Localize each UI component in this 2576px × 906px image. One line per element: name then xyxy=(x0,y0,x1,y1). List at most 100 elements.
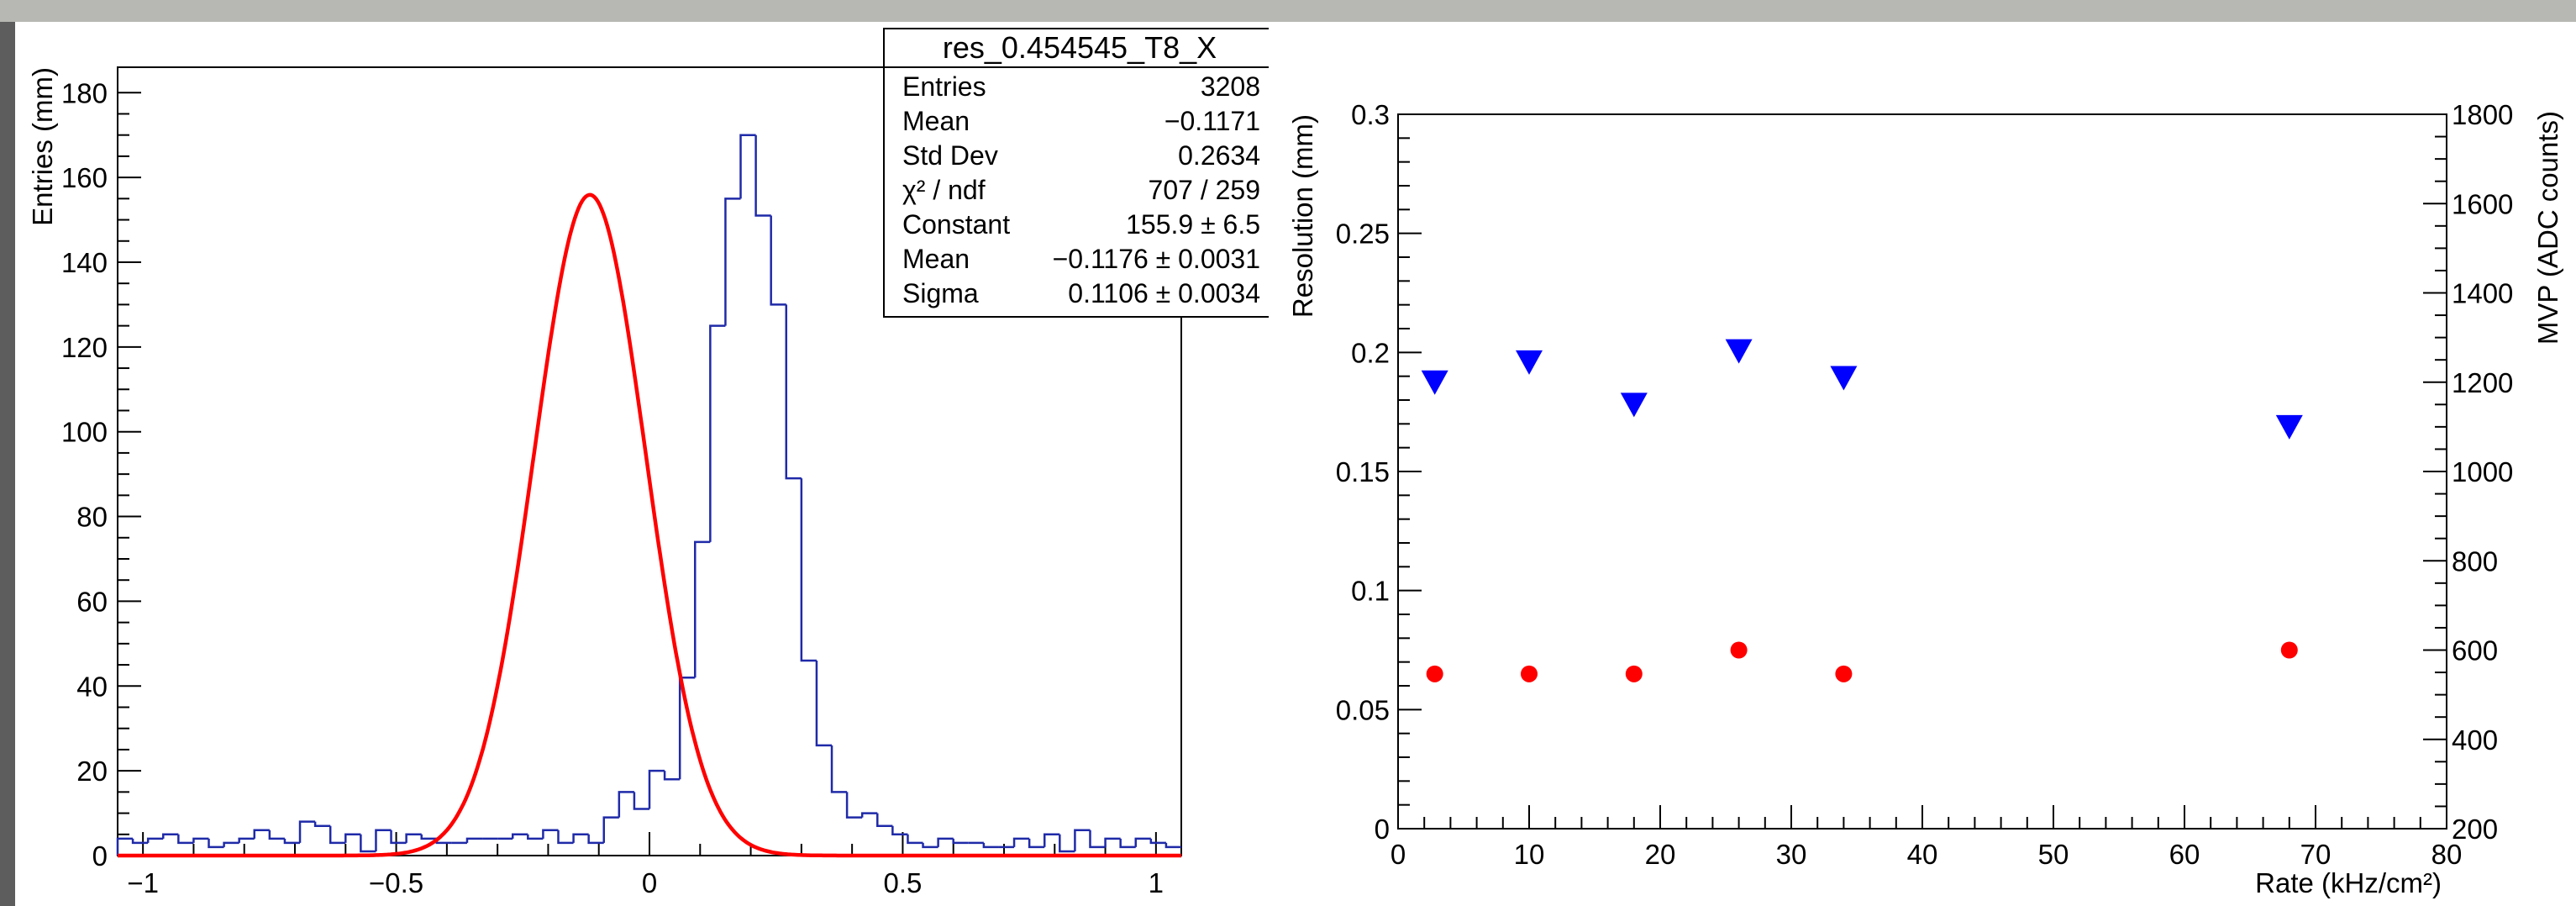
mvp-point xyxy=(1620,392,1648,418)
histogram-bin xyxy=(785,304,802,480)
x-tick-label: −0.5 xyxy=(369,867,423,898)
y-tick-label: 0 xyxy=(92,840,108,872)
histogram-bin xyxy=(587,834,604,845)
mvp-point xyxy=(1421,370,1448,395)
histogram-bin xyxy=(1074,829,1091,851)
x-tick-label: 50 xyxy=(2038,839,2069,870)
stats-row-value: −0.1171 xyxy=(1164,106,1260,136)
stats-row-value: 707 / 259 xyxy=(1149,175,1260,205)
y-tick-label: 180 xyxy=(61,77,108,108)
histogram-bin xyxy=(694,540,711,678)
right-y-tick-label: 1400 xyxy=(2452,278,2513,309)
histogram-bin xyxy=(845,792,863,819)
stats-row-label: Std Dev xyxy=(902,140,998,171)
histogram-bin xyxy=(709,324,726,542)
x-tick-label: 70 xyxy=(2300,839,2332,870)
x-tick-label: 30 xyxy=(1776,839,1807,870)
x-tick-label: 0 xyxy=(642,867,657,898)
x-tick-label: 80 xyxy=(2431,839,2463,870)
y-tick-label: 20 xyxy=(76,756,108,787)
left-y-tick-label: 0.2 xyxy=(1351,337,1390,368)
histogram-bin xyxy=(465,837,483,843)
histogram-bin xyxy=(922,842,938,849)
resolution-point xyxy=(1835,665,1853,682)
histogram-bin xyxy=(572,833,589,843)
y-tick-label: 100 xyxy=(61,417,108,448)
stats-row-label: Mean xyxy=(902,244,970,274)
stats-row-value: 155.9 ± 6.5 xyxy=(1126,209,1260,240)
histogram-bin xyxy=(313,821,331,827)
histogram-bin xyxy=(1119,838,1136,849)
x-tick-label: 10 xyxy=(1514,839,1545,870)
histogram-bin xyxy=(360,834,376,853)
histogram-bin xyxy=(770,215,786,306)
right-y-axis-title: MVP (ADC counts) xyxy=(2532,111,2563,345)
canvas-edge xyxy=(0,22,15,906)
left-y-axis-title: Resolution (mm) xyxy=(1287,114,1318,318)
resolution-point xyxy=(1730,641,1748,659)
histogram-bin xyxy=(982,842,999,849)
histogram-bin xyxy=(511,833,528,839)
histogram-bin xyxy=(1134,837,1151,847)
stats-row-value: 0.1106 ± 0.0034 xyxy=(1068,278,1260,308)
x-tick-label: 40 xyxy=(1907,839,1938,870)
histogram-bin xyxy=(815,661,833,747)
histogram-bin xyxy=(192,837,209,843)
gaussian-fit-curve xyxy=(118,192,1181,858)
histogram-bin xyxy=(754,134,771,217)
histogram-bin xyxy=(633,792,649,810)
histogram-bin xyxy=(1028,838,1045,849)
histogram-bin xyxy=(208,838,224,849)
x-tick-label: 0 xyxy=(1391,839,1406,870)
histogram-bin xyxy=(724,198,741,326)
stats-row-value: 3208 xyxy=(1201,71,1260,102)
left-y-tick-label: 0 xyxy=(1375,814,1390,845)
histogram-bin xyxy=(876,813,893,827)
histogram-bin xyxy=(253,829,270,839)
histogram-bin xyxy=(830,745,848,793)
histogram-bin xyxy=(298,820,316,843)
right-y-tick-label: 1600 xyxy=(2452,188,2513,219)
resolution-point xyxy=(1521,665,1538,682)
y-tick-label: 40 xyxy=(76,671,108,702)
stats-row-label: Constant xyxy=(902,209,1010,240)
histogram-bin xyxy=(739,134,756,199)
histogram-bin xyxy=(907,834,923,845)
stats-row-label: Entries xyxy=(902,71,986,102)
histogram-bin xyxy=(405,833,422,843)
histogram-bin xyxy=(542,829,559,839)
histogram-bin xyxy=(1012,837,1030,847)
y-tick-label: 60 xyxy=(76,586,108,617)
histogram-bin xyxy=(1043,833,1060,847)
histogram-bin xyxy=(557,830,574,845)
right-y-tick-label: 200 xyxy=(2452,814,2498,845)
stats-row-label: Sigma xyxy=(902,278,979,308)
right-y-tick-label: 400 xyxy=(2452,724,2498,756)
histogram-bin xyxy=(1164,842,1181,849)
histogram-plot: −1 −0.5 0 0.5 1 0 20 40 60 80 100 120 140 160 180 Resid… xyxy=(27,28,1275,906)
y-tick-label: 140 xyxy=(61,247,108,278)
x-axis-title: Residual (mm) xyxy=(1001,904,1181,906)
histogram-bin xyxy=(663,771,681,781)
right-y-tick-label: 800 xyxy=(2452,545,2498,577)
y-tick-label: 80 xyxy=(76,502,108,533)
histogram-bin xyxy=(283,838,301,845)
x-tick-label: 20 xyxy=(1645,839,1676,870)
x-tick-label: 0.5 xyxy=(883,867,922,898)
histogram-bin xyxy=(390,830,407,845)
stats-row-value: −0.1176 ± 0.0031 xyxy=(1053,244,1260,274)
histogram-bin xyxy=(618,791,634,818)
y-tick-label: 160 xyxy=(61,162,108,193)
histogram-bin xyxy=(937,837,954,847)
right-y-tick-label: 1000 xyxy=(2452,456,2513,487)
stats-row-label: χ² / ndf xyxy=(902,175,986,205)
histogram-bin xyxy=(860,812,878,818)
histogram-bin xyxy=(1059,834,1075,853)
left-y-tick-label: 0.05 xyxy=(1336,694,1390,725)
left-y-tick-label: 0.25 xyxy=(1336,219,1390,250)
histogram-bin xyxy=(420,834,437,840)
x-tick-label: −1 xyxy=(127,867,159,898)
stats-row-value: 0.2634 xyxy=(1178,140,1260,171)
histogram-bin xyxy=(602,816,619,843)
stats-row-label: Mean xyxy=(902,106,970,136)
